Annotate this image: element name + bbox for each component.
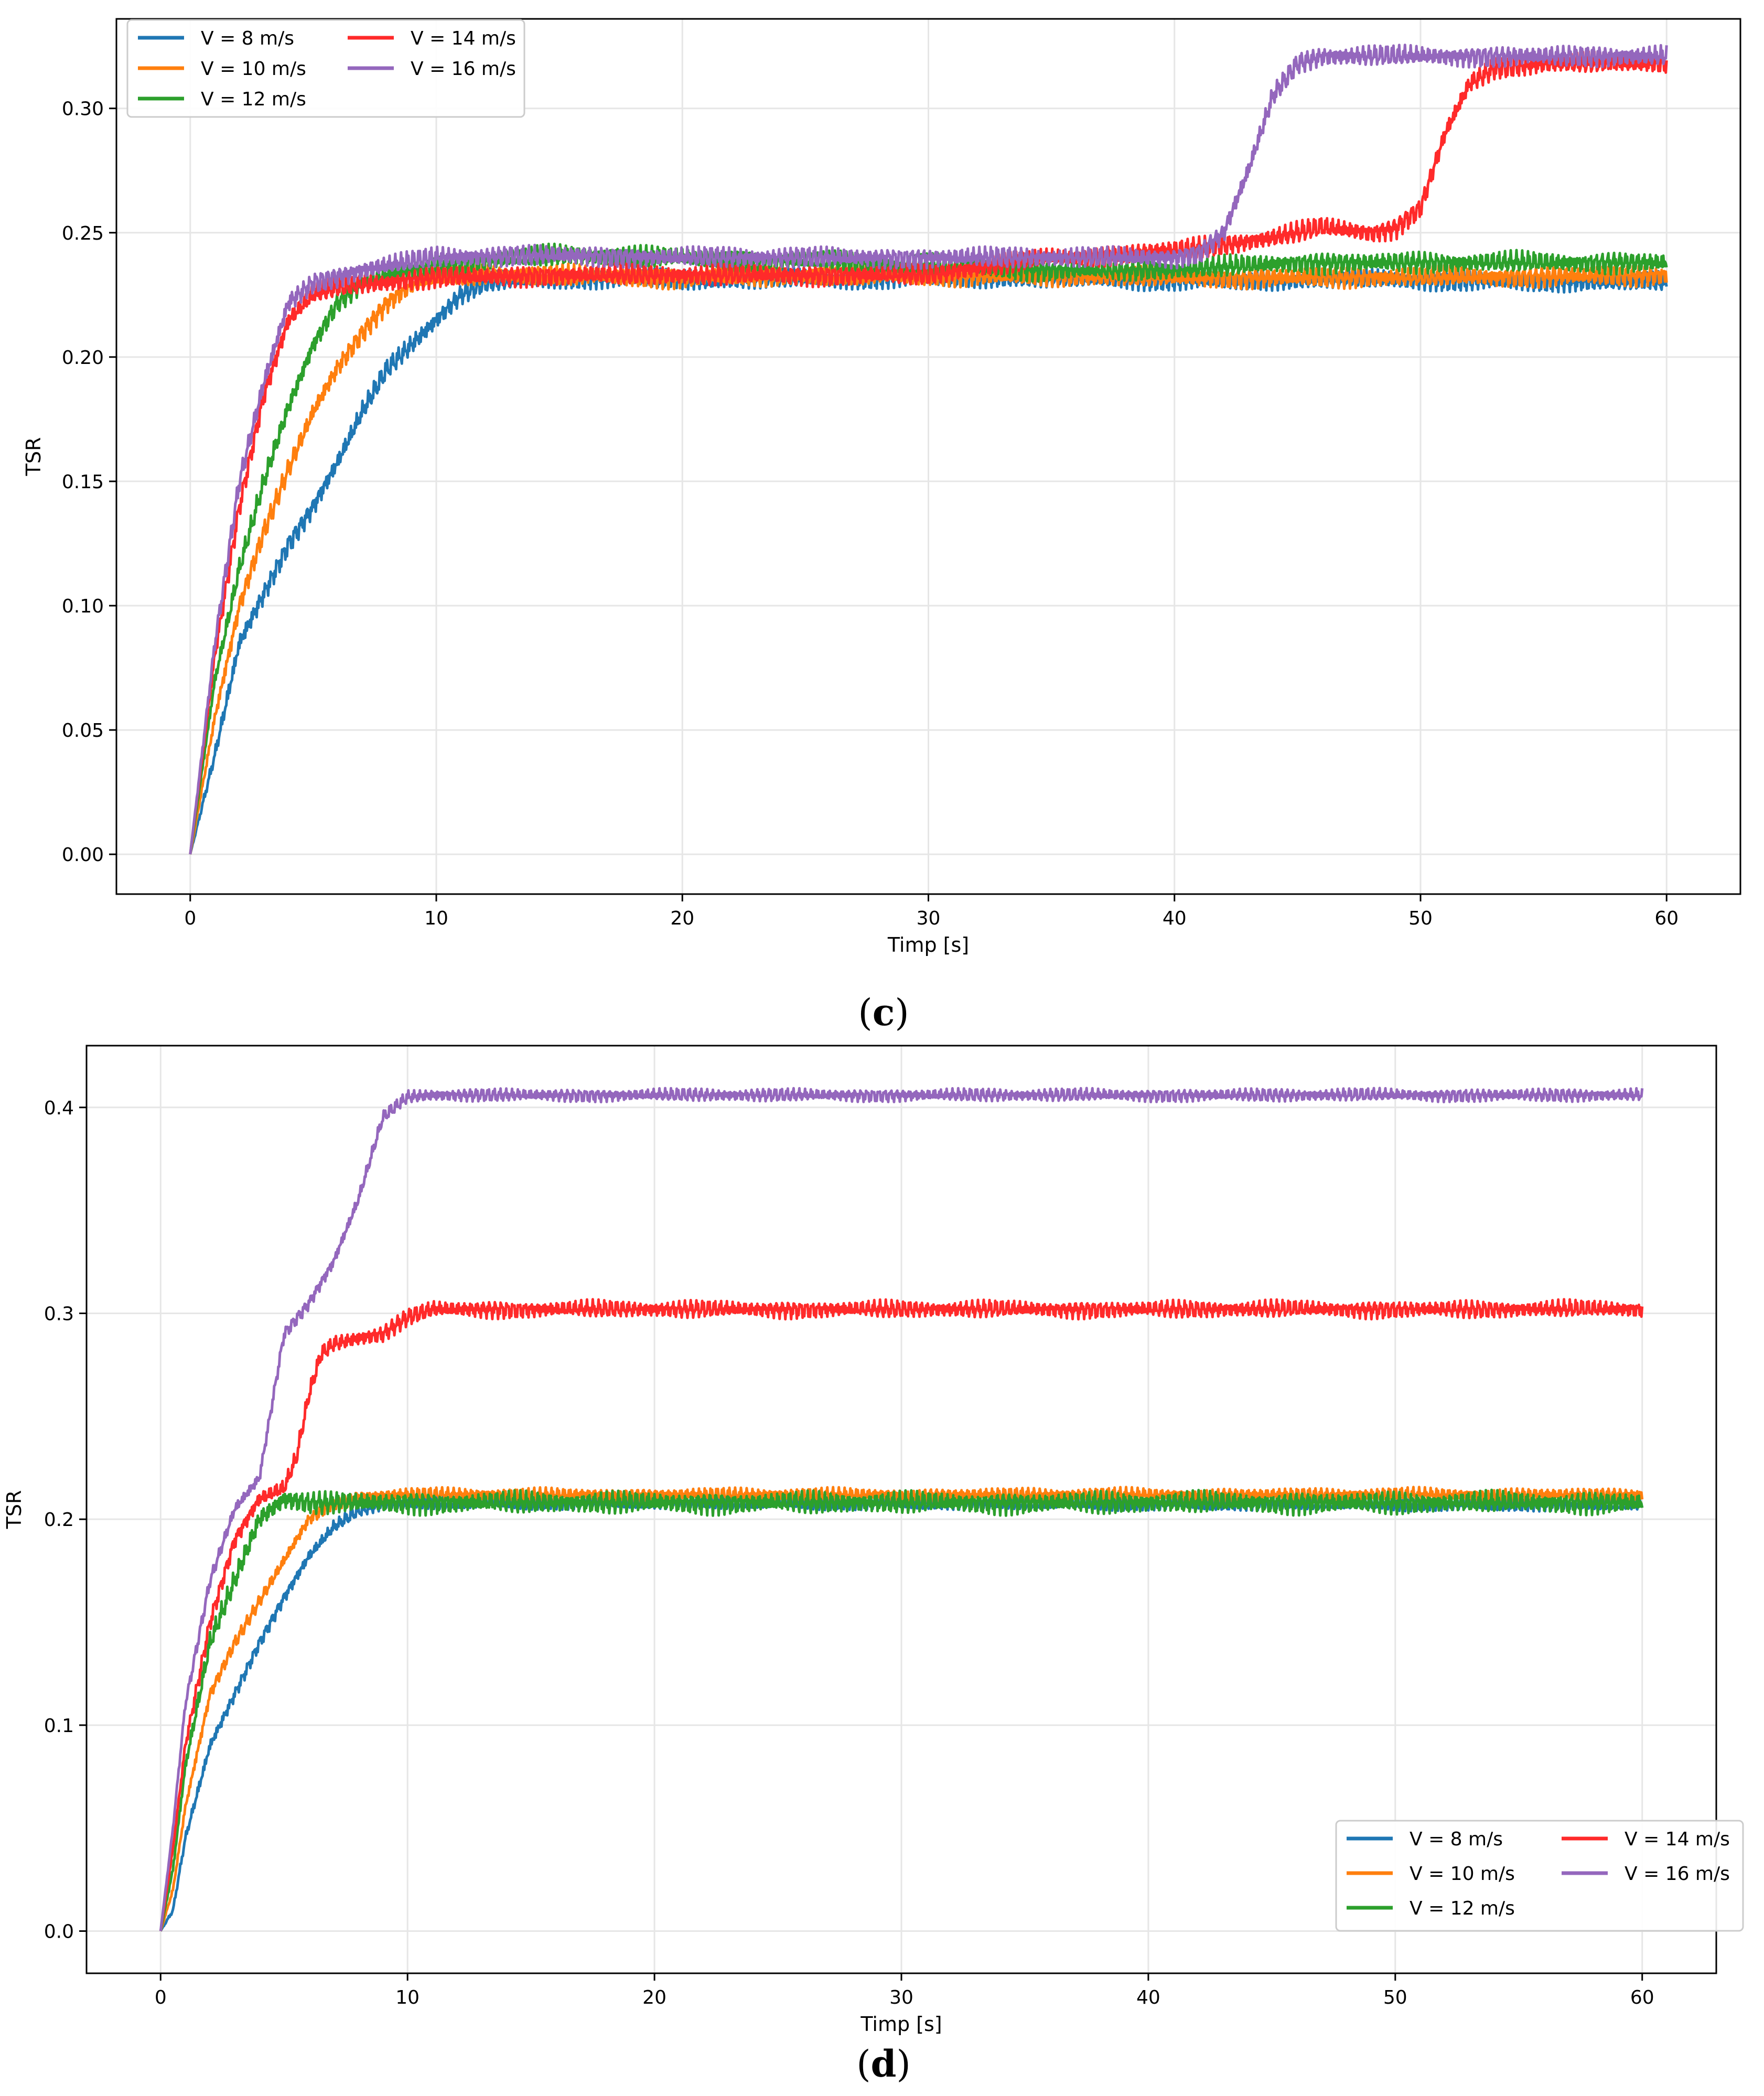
x-axis-label-d: Timp [s] (860, 2013, 942, 2036)
x-tick-label: 20 (670, 908, 694, 929)
caption-c-letter: c (873, 991, 895, 1034)
series-layer-d (159, 1087, 1644, 1932)
x-tick-label: 0 (155, 1987, 167, 2008)
legend-label: V = 10 m/s (201, 58, 306, 80)
caption-d-close: ) (896, 2043, 910, 2086)
grid-c (116, 19, 1740, 894)
caption-d-letter: d (871, 2042, 897, 2086)
legend-label: V = 12 m/s (201, 89, 306, 110)
caption-d: (d) (856, 2042, 911, 2086)
legend-box (126, 19, 525, 118)
legend-label: V = 8 m/s (201, 28, 294, 49)
y-tick-label: 0.1 (44, 1715, 74, 1737)
x-tick-label: 30 (917, 908, 941, 929)
y-tick-label: 0.4 (44, 1098, 74, 1119)
x-tick-label: 30 (889, 1987, 913, 2008)
caption-c: (c) (858, 991, 909, 1034)
y-tick-label: 0.2 (44, 1509, 74, 1531)
series-line-v16 (159, 1087, 1644, 1931)
series-line-v16 (189, 44, 1668, 855)
legend-label: V = 16 m/s (411, 58, 516, 80)
y-tick-label: 0.00 (62, 844, 104, 866)
y-tick-label: 0.0 (44, 1921, 74, 1943)
legend-d: V = 8 m/s V = 10 m/s V = 12 m/s V = 14 m/s V… (1335, 1820, 1744, 1932)
x-tick-label: 0 (184, 908, 196, 929)
ticks-c: 0 10 20 30 40 50 60 0.00 0.05 0.10 0.15 0.20 0.25 0.3… (62, 99, 1679, 929)
chart-panel-d: 0 10 20 30 40 50 60 0.0 0.1 0.2 0.3 0.4 Timp [s] TS… (3, 1045, 1744, 2086)
x-axis-label-c: Timp [s] (887, 933, 969, 956)
legend-box (1335, 1820, 1744, 1932)
y-tick-label: 0.15 (62, 471, 104, 493)
y-axis-label-d: TSR (3, 1490, 26, 1530)
x-tick-label: 40 (1136, 1987, 1160, 2008)
x-tick-label: 60 (1630, 1987, 1654, 2008)
legend-label: V = 14 m/s (1625, 1829, 1730, 1850)
x-tick-label: 40 (1163, 908, 1187, 929)
y-axis-label-c: TSR (22, 437, 45, 477)
legend-label: V = 16 m/s (1625, 1863, 1730, 1885)
legend-c: V = 8 m/s V = 10 m/s V = 12 m/s V = 14 m/s V… (126, 19, 525, 118)
x-tick-label: 10 (424, 908, 448, 929)
legend-label: V = 10 m/s (1410, 1863, 1515, 1885)
legend-label: V = 14 m/s (411, 28, 516, 49)
x-tick-label: 50 (1383, 1987, 1407, 2008)
x-tick-label: 20 (642, 1987, 666, 2008)
caption-c-open: ( (858, 991, 872, 1034)
y-tick-label: 0.20 (62, 347, 104, 369)
ticks-d: 0 10 20 30 40 50 60 0.0 0.1 0.2 0.3 0.4 (44, 1098, 1654, 2008)
y-tick-label: 0.30 (62, 99, 104, 120)
y-tick-label: 0.25 (62, 223, 104, 244)
series-layer-c (189, 44, 1668, 855)
x-tick-label: 60 (1654, 908, 1679, 929)
y-tick-label: 0.10 (62, 596, 104, 617)
y-tick-label: 0.05 (62, 720, 104, 741)
y-tick-label: 0.3 (44, 1303, 74, 1325)
series-line-v14 (189, 50, 1668, 855)
series-line-v12 (189, 242, 1668, 855)
series-line-v14 (159, 1298, 1644, 1931)
chart-panel-c: 0 10 20 30 40 50 60 0.00 0.05 0.10 0.15 0.20 0.25 0.3… (22, 18, 1741, 1034)
legend-label: V = 8 m/s (1410, 1829, 1503, 1850)
series-line-v10 (159, 1486, 1644, 1932)
x-tick-label: 10 (395, 1987, 420, 2008)
caption-c-close: ) (895, 991, 909, 1034)
legend-label: V = 12 m/s (1410, 1898, 1515, 1919)
series-line-v12 (159, 1488, 1644, 1931)
x-tick-label: 50 (1408, 908, 1433, 929)
caption-d-open: ( (856, 2043, 870, 2086)
